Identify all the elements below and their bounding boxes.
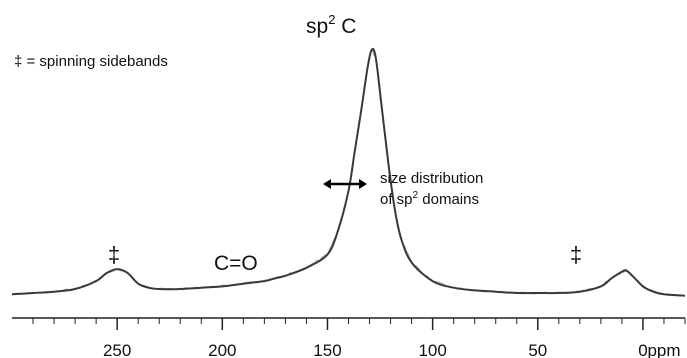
x-tick-label: 100 xyxy=(418,341,446,358)
fwhm-label-line2: of sp2 domains xyxy=(380,190,479,208)
fwhm-arrowhead-left xyxy=(323,179,331,189)
spectrum-noise xyxy=(12,47,683,297)
fwhm-arrow xyxy=(323,179,367,189)
sp2-c-peak-label: sp2 C xyxy=(306,12,356,38)
sideband-marker-right: ‡ xyxy=(570,242,582,267)
x-tick-label: 150 xyxy=(313,341,341,358)
x-tick-label: 50 xyxy=(528,341,547,358)
fwhm-label-line1: size distribution xyxy=(380,170,483,187)
sideband-marker-left: ‡ xyxy=(108,242,120,267)
spectrum-line xyxy=(11,48,686,297)
x-axis-label: ppm xyxy=(647,341,680,358)
fwhm-arrowhead-right xyxy=(359,179,367,189)
carbonyl-label: C=O xyxy=(214,252,258,275)
plot-area: 250 200 150 100 50 0 ppm xyxy=(11,47,686,358)
sideband-legend: ‡ = spinning sidebands xyxy=(14,53,168,70)
x-tick-label: 250 xyxy=(103,341,131,358)
x-tick-label: 200 xyxy=(208,341,236,358)
x-tick-label: 0 xyxy=(638,341,647,358)
